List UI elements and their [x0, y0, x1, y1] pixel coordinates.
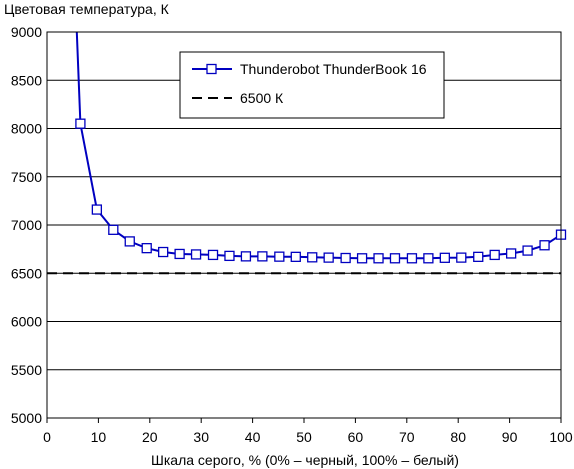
data-point-marker: [274, 251, 285, 262]
legend-marker-main: [206, 63, 217, 75]
data-point-marker: [505, 248, 517, 259]
y-tick-label: 5000: [11, 410, 42, 426]
y-tick-label: 6000: [11, 314, 42, 330]
x-tick-label: 20: [142, 429, 158, 445]
data-point-marker: [190, 249, 202, 260]
data-point-marker: [158, 246, 169, 258]
data-point-marker: [340, 252, 351, 264]
data-point-marker: [356, 253, 368, 264]
legend: Thunderobot ThunderBook 16 6500 К: [179, 51, 445, 119]
legend-box: [179, 51, 445, 119]
y-tick-label: 6500: [11, 265, 42, 281]
data-point-marker: [456, 252, 467, 263]
data-point-marker: [290, 251, 301, 262]
x-tick-label: 60: [348, 429, 364, 445]
legend-label-ref: 6500 К: [240, 90, 284, 106]
data-point-marker: [389, 253, 401, 264]
y-tick-label: 9000: [11, 24, 42, 40]
y-tick-label: 7000: [11, 217, 42, 233]
x-tick-label: 40: [245, 429, 261, 445]
data-point-marker: [174, 248, 185, 260]
data-point-marker: [473, 251, 484, 262]
y-tick-labels: 5000 5500 6000 6500 7000 7500 8000 8500 9000: [11, 24, 42, 426]
x-tick-label: 100: [549, 429, 573, 445]
y-tick-label: 5500: [11, 362, 42, 378]
data-point-marker: [439, 252, 450, 263]
data-point-marker: [141, 243, 152, 254]
data-point-marker: [207, 249, 219, 261]
data-point-marker: [108, 224, 119, 235]
x-tick-label: 30: [193, 429, 209, 445]
data-point-marker: [423, 253, 434, 264]
x-tick-label: 50: [296, 429, 312, 445]
data-point-marker: [224, 250, 235, 262]
data-point-marker: [323, 252, 334, 263]
y-axis-title: Цветовая температура, К: [4, 1, 170, 17]
x-tick-label: 70: [399, 429, 415, 445]
y-tick-label: 7500: [11, 169, 42, 185]
data-point-marker: [91, 204, 103, 215]
x-tick-labels: 0 10 20 30 40 50 60 70 80 90 100: [43, 418, 573, 445]
data-point-marker: [406, 253, 418, 264]
data-point-marker: [539, 240, 550, 251]
x-tick-label: 90: [502, 429, 518, 445]
data-point-marker: [307, 252, 318, 263]
x-tick-label: 10: [91, 429, 107, 445]
legend-label-main: Thunderobot ThunderBook 16: [240, 61, 427, 77]
x-tick-label: 0: [43, 429, 51, 445]
data-point-marker: [75, 118, 86, 129]
x-tick-label: 80: [450, 429, 466, 445]
data-point-marker: [124, 236, 135, 247]
y-tick-label: 8000: [11, 121, 42, 137]
data-point-marker: [489, 249, 500, 261]
y-tick-label: 8500: [11, 72, 42, 88]
data-point-marker: [240, 251, 252, 262]
data-point-marker: [257, 251, 268, 262]
x-axis-title: Шкала серого, % (0% – черный, 100% – бел…: [151, 452, 459, 468]
data-point-marker: [373, 253, 384, 264]
data-point-marker: [522, 245, 533, 256]
